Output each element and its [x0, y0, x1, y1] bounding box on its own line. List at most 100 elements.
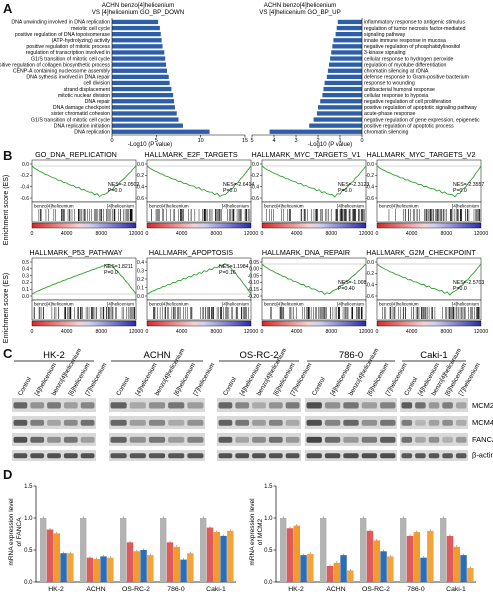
go-up-bar — [323, 86, 362, 92]
gsea-pvalue: P=0.40 — [338, 286, 355, 292]
go-up-bar — [331, 50, 362, 55]
gsea-rank-label: 0 — [146, 231, 149, 237]
go-up-bar — [318, 105, 362, 110]
gsea-y-tick-label: 0.5 — [22, 260, 29, 266]
go-up-term-label: defense response to Gram-positive bacter… — [364, 75, 469, 81]
go-down-bar — [112, 62, 167, 67]
go-up-term-label: cellular response to hydrogen peroxide — [364, 56, 454, 62]
go-up-tick-label: 1 — [338, 138, 341, 144]
bar — [100, 556, 107, 582]
blot-band — [324, 419, 341, 426]
go-up-bar — [332, 44, 362, 49]
blot-band — [13, 436, 28, 443]
blot-band — [428, 419, 440, 426]
go-up-bar — [324, 80, 362, 86]
gsea-y-tick-label: -0.10 — [248, 280, 260, 286]
bar — [307, 553, 314, 582]
bar-category-label: OS-RC-2 — [122, 586, 150, 593]
gsea-right-label: [4]helicenium — [337, 204, 364, 209]
go-down-bar — [112, 123, 183, 128]
blot-band — [252, 436, 266, 443]
blot-band — [110, 402, 127, 409]
protein-label: β-actin — [472, 451, 493, 460]
go-up-tick-label: 2 — [316, 138, 319, 144]
gsea-rank-label: 8000 — [441, 231, 453, 237]
gsea-rank-gradient — [31, 222, 137, 229]
gsea-rank-gradient — [376, 222, 482, 229]
gsea-y-tick-label: 0.2 — [22, 280, 29, 286]
lane-label: Control — [311, 376, 327, 397]
bar — [360, 518, 367, 582]
gsea-right-label: [4]helicenium — [337, 302, 364, 307]
lane-label: Control — [115, 376, 131, 397]
blot-band — [442, 453, 453, 459]
gsea-pvalue: P=0.16 — [219, 270, 236, 276]
bar — [220, 535, 227, 582]
gsea-rank-label: 4000 — [406, 231, 418, 237]
gsea-rank-label: 0 — [31, 329, 34, 335]
fanca-ylabel-line1: mRNA expression level — [8, 498, 15, 566]
blot-band — [80, 419, 95, 426]
gsea-right-label: [4]helicenium — [452, 204, 479, 209]
gsea-hits-box — [376, 201, 482, 223]
blot-band — [235, 453, 250, 459]
mcm2-ylabel-line2: of MCM2 — [257, 518, 264, 545]
go-up-bar — [336, 25, 362, 31]
gsea-plot: HALLMARK_MYC_TARGETS_V1 0.0 -0.2 -0.4 -0.6 NE… — [250, 150, 373, 237]
bar-y-tick-label: 0.5 — [24, 548, 33, 554]
gsea-y-tick-label: -0.6 — [365, 294, 374, 300]
gsea-y-tick-label: -0.05 — [248, 273, 260, 279]
go-down-term-label: meiotic cell cycle — [71, 26, 110, 32]
blot-band — [110, 436, 127, 443]
go-down-term-label: DNA unwinding involved in DNA replicatio… — [11, 20, 110, 26]
go-down-term-label: G1/S transition of mitotic cell cycle — [31, 117, 110, 123]
gsea-right-label: [4]helicenium — [452, 302, 479, 307]
gsea-y-tick-label: 0.1 — [22, 287, 29, 293]
go-down-term-label: CENP-A containing nucleosome assembly — [13, 69, 111, 75]
go-up-term-label: negative regulation of gene expression, … — [364, 117, 480, 123]
gsea-rank-label: 0 — [146, 329, 149, 335]
gsea-rank-label: 12000 — [129, 231, 144, 237]
blot-band — [187, 436, 204, 443]
gsea-es-box — [261, 159, 367, 203]
blot-band — [306, 419, 322, 426]
gsea-plot: HALLMARK_G2M_CHECKPOINT 0.0 -0.2 -0.4 -0.6 NE… — [365, 248, 488, 335]
blot-band — [343, 419, 359, 426]
bar — [166, 542, 174, 582]
blot-band — [13, 419, 28, 426]
bar-y-tick-label: 1.5 — [24, 484, 33, 490]
go-down-term-label: DNA sythesis involved in DNA repair — [26, 75, 110, 81]
blot-band — [324, 436, 341, 443]
gsea-hits-box — [31, 201, 137, 223]
blot-band — [168, 453, 185, 459]
gsea-es-box — [146, 257, 252, 301]
gsea-rank-label: 4000 — [176, 231, 188, 237]
gsea-rank-label: 0 — [376, 231, 379, 237]
panel-letter-b: B — [3, 148, 13, 163]
bar — [293, 525, 300, 582]
blot-band — [380, 436, 396, 443]
bar — [227, 530, 234, 582]
blot-band — [30, 402, 45, 409]
bar — [213, 532, 220, 582]
bar-category-label: Caki-1 — [206, 586, 226, 593]
gsea-left-label: benzo[4]helicenium — [264, 204, 304, 209]
gsea-pvalue: P=0.0 — [223, 188, 237, 194]
gsea-rank-label: 0 — [376, 329, 379, 335]
go-down-title-line2: VS [4]helicenium GO_BP_DOWN — [92, 9, 185, 16]
blot-band — [80, 436, 95, 443]
bar — [140, 550, 147, 582]
go-up-tick-label: 3 — [294, 138, 297, 144]
blot-band — [415, 436, 426, 443]
go-up-term-label: antibacterial humoral response — [364, 87, 435, 93]
bar — [80, 518, 87, 582]
gsea-y-tick-label: -0.4 — [250, 184, 259, 190]
bar — [107, 557, 114, 582]
gsea-title: HALLMARK_E2F_TARGETS — [144, 150, 238, 159]
go-down-term-label: G1/S transition of mitotic cell cycle — [31, 56, 110, 62]
blot-band — [148, 436, 166, 443]
gsea-rank-label: 8000 — [211, 231, 223, 237]
gsea-y-tick-label: -0.4 — [20, 184, 29, 190]
bar-y-tick-label: 0.5 — [264, 548, 273, 554]
bar — [147, 555, 154, 582]
